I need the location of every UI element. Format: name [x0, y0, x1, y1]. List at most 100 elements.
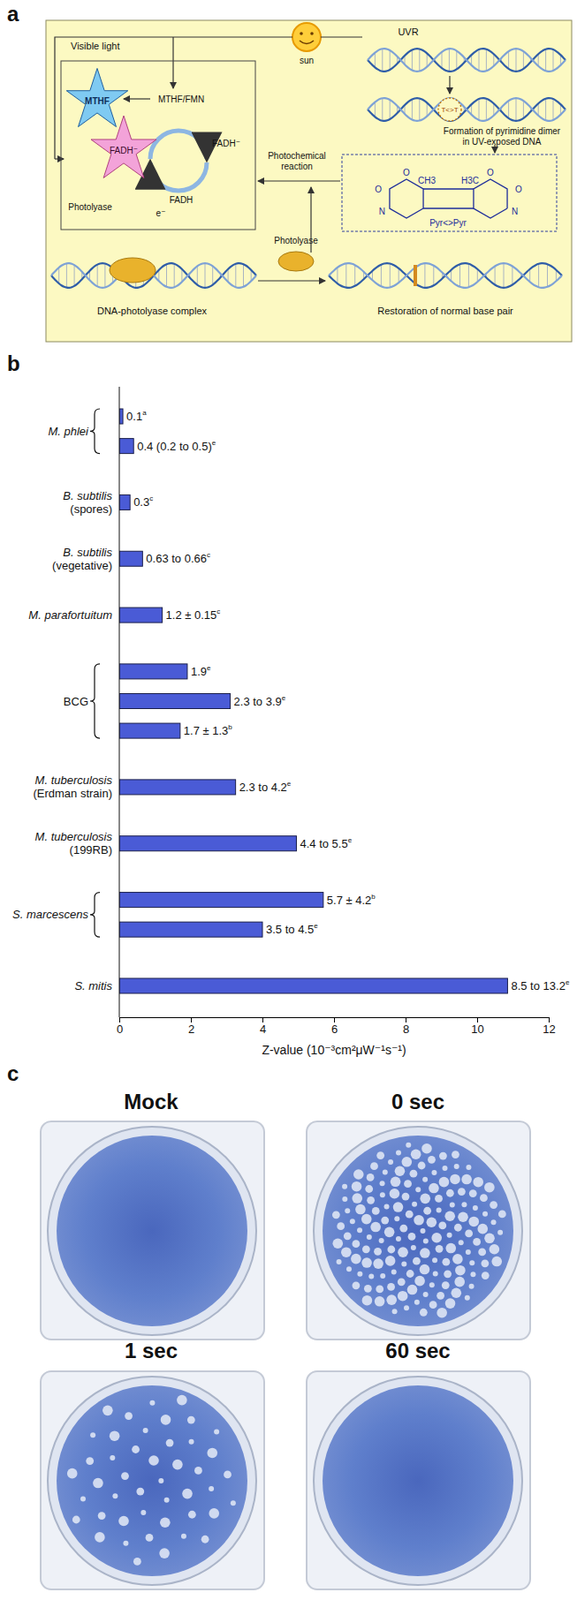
data-label-footnote: c	[206, 551, 211, 560]
base-pair	[398, 268, 400, 283]
plaque	[432, 1271, 439, 1277]
x-tick: 12	[542, 1017, 555, 1037]
base-pair	[545, 98, 547, 122]
dimer-circle	[438, 98, 462, 122]
plaque	[159, 1518, 171, 1529]
plaque	[374, 1297, 386, 1308]
base-pair	[389, 99, 391, 120]
label: Photochemicalreaction	[267, 151, 327, 172]
data-label-footnote: e	[287, 780, 292, 789]
plaque	[419, 1265, 431, 1276]
base-pair	[494, 265, 496, 285]
plaque	[436, 1292, 445, 1301]
panel-label: b	[7, 351, 21, 376]
plaque	[441, 1259, 450, 1268]
plaque	[465, 1165, 471, 1171]
data-label-footnote: c	[149, 494, 153, 503]
plaque	[379, 1181, 386, 1187]
plaque	[479, 1194, 488, 1203]
plaque	[478, 1249, 486, 1258]
bar	[119, 494, 130, 510]
bar	[119, 694, 231, 710]
plaque	[469, 1190, 478, 1199]
panel-b: 0.1a0.4 (0.2 to 0.5)e0.3c0.63 to 0.66c1.…	[12, 387, 570, 1058]
plaque	[412, 1258, 421, 1267]
panel-label: a	[7, 1, 20, 26]
data-label: 1.2 ± 0.15c	[166, 607, 221, 623]
x-tick-label: 2	[188, 1023, 195, 1037]
plaque	[439, 1153, 448, 1162]
plate-photo	[306, 1372, 531, 1591]
x-tick-label: 4	[259, 1023, 266, 1037]
label: Restoration of normal base pair	[377, 305, 514, 317]
plaque	[164, 1498, 170, 1504]
plaque	[394, 1216, 400, 1223]
arrow	[172, 37, 174, 89]
plaque	[194, 1467, 203, 1476]
plaque	[498, 1211, 507, 1220]
base-pair	[538, 264, 540, 289]
plaque	[131, 1446, 140, 1455]
category-line: B. subtilis	[62, 546, 113, 560]
plaque	[389, 1189, 401, 1200]
base-pair	[553, 49, 555, 71]
data-label-value: 1.2 ± 0.15	[166, 608, 218, 623]
base-pair	[555, 270, 557, 282]
plaque	[472, 1238, 481, 1247]
base-pair	[212, 265, 213, 285]
base-pair	[485, 98, 487, 122]
base-pair	[374, 102, 376, 118]
plaque	[181, 1534, 187, 1541]
plaque	[395, 1151, 402, 1157]
plaque	[444, 1211, 456, 1223]
data-label-footnote: a	[142, 409, 147, 418]
category-line: B. subtilis	[62, 489, 113, 503]
data-label-value: 8.5 to 13.2	[510, 979, 565, 994]
plaque	[384, 1228, 395, 1239]
data-label-footnote: c	[216, 607, 221, 616]
plaque	[387, 1160, 394, 1166]
data-label-value: 0.4 (0.2 to 0.5)	[136, 440, 213, 454]
plate-well	[40, 1122, 265, 1341]
x-tick-mark	[477, 1017, 479, 1024]
plaque	[454, 1224, 463, 1233]
plaque	[393, 1202, 404, 1214]
plaque	[352, 1282, 361, 1291]
base-pair	[450, 270, 452, 282]
label-line: reaction	[280, 161, 313, 172]
base-pair	[545, 49, 547, 72]
base-pair	[468, 264, 470, 289]
figure: abcsunVisible lightUVRT<>TFormation of p…	[0, 0, 577, 1600]
restored-pair	[413, 265, 418, 287]
plaque	[423, 1292, 429, 1299]
data-label-value: 3.5 to 4.5	[265, 923, 314, 937]
plaque	[387, 1246, 395, 1255]
cell-monolayer	[56, 1136, 248, 1328]
data-label-value: 0.1	[126, 409, 143, 424]
plaque	[143, 1428, 149, 1435]
plaque	[366, 1174, 375, 1183]
plaque	[390, 1176, 402, 1188]
x-tick-label: 6	[331, 1023, 338, 1037]
base-pair	[380, 265, 382, 288]
label: MTHF	[84, 96, 110, 107]
sun-eye	[310, 31, 314, 36]
plaque	[372, 1259, 384, 1270]
plaque	[465, 1250, 471, 1256]
dna-helix	[328, 263, 562, 289]
dna-strand	[328, 263, 562, 289]
plaque	[380, 1217, 389, 1226]
y-axis-line	[119, 387, 121, 1018]
plaque	[122, 1541, 129, 1548]
plaque	[426, 1217, 438, 1229]
group-brace	[90, 409, 100, 455]
structure-label: N	[511, 206, 518, 217]
photo-label: 60 sec	[385, 1339, 450, 1364]
category-line: (vegetative)	[52, 559, 113, 573]
bars	[119, 409, 508, 995]
plaque	[414, 1276, 426, 1288]
plaque	[405, 1143, 411, 1149]
label: FADH	[169, 195, 194, 205]
plaque	[332, 1211, 341, 1220]
plaque	[350, 1254, 362, 1266]
